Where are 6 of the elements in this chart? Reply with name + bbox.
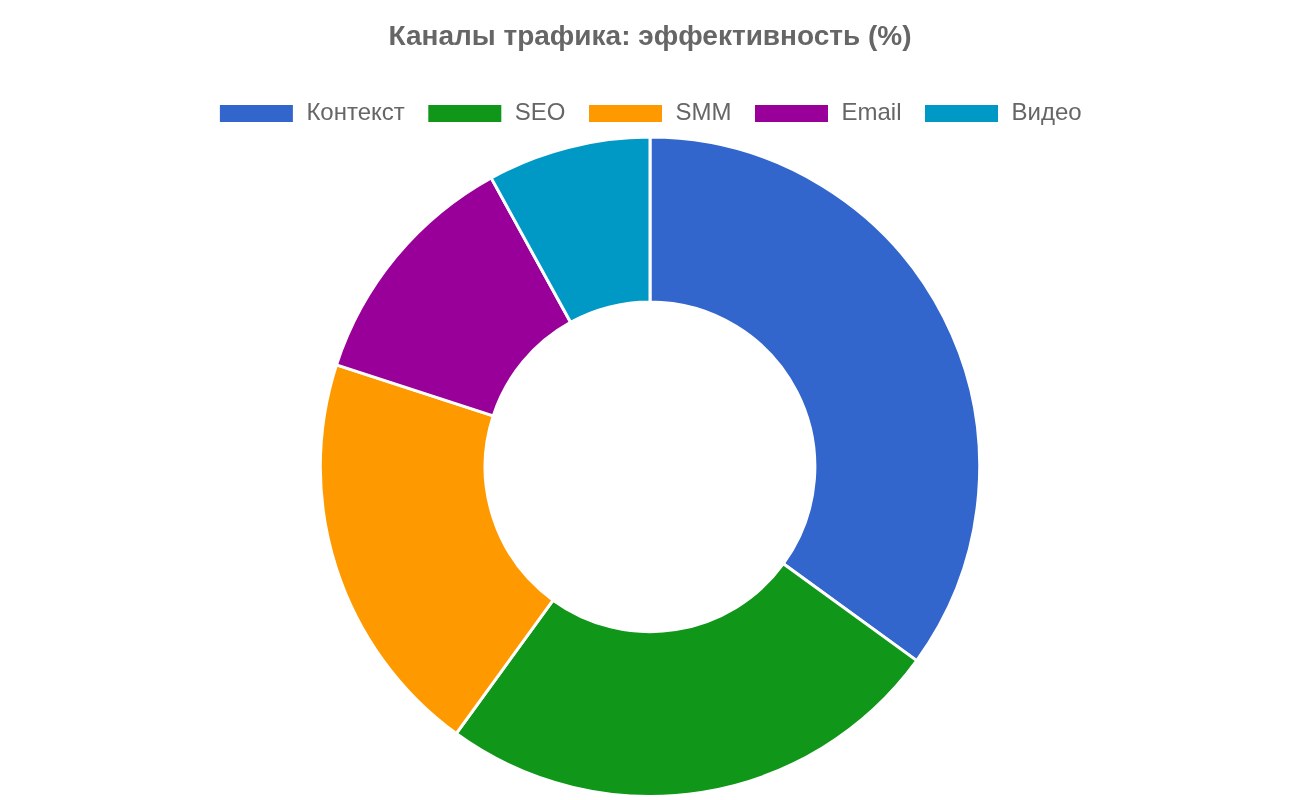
legend-label: Email xyxy=(841,98,902,126)
chart-title: Каналы трафика: эффективность (%) xyxy=(388,19,912,51)
legend-label: SEO xyxy=(514,98,566,126)
legend-label: Контекст xyxy=(306,98,405,126)
legend-label: Видео xyxy=(1011,98,1082,126)
legend-label: SMM xyxy=(675,98,732,126)
